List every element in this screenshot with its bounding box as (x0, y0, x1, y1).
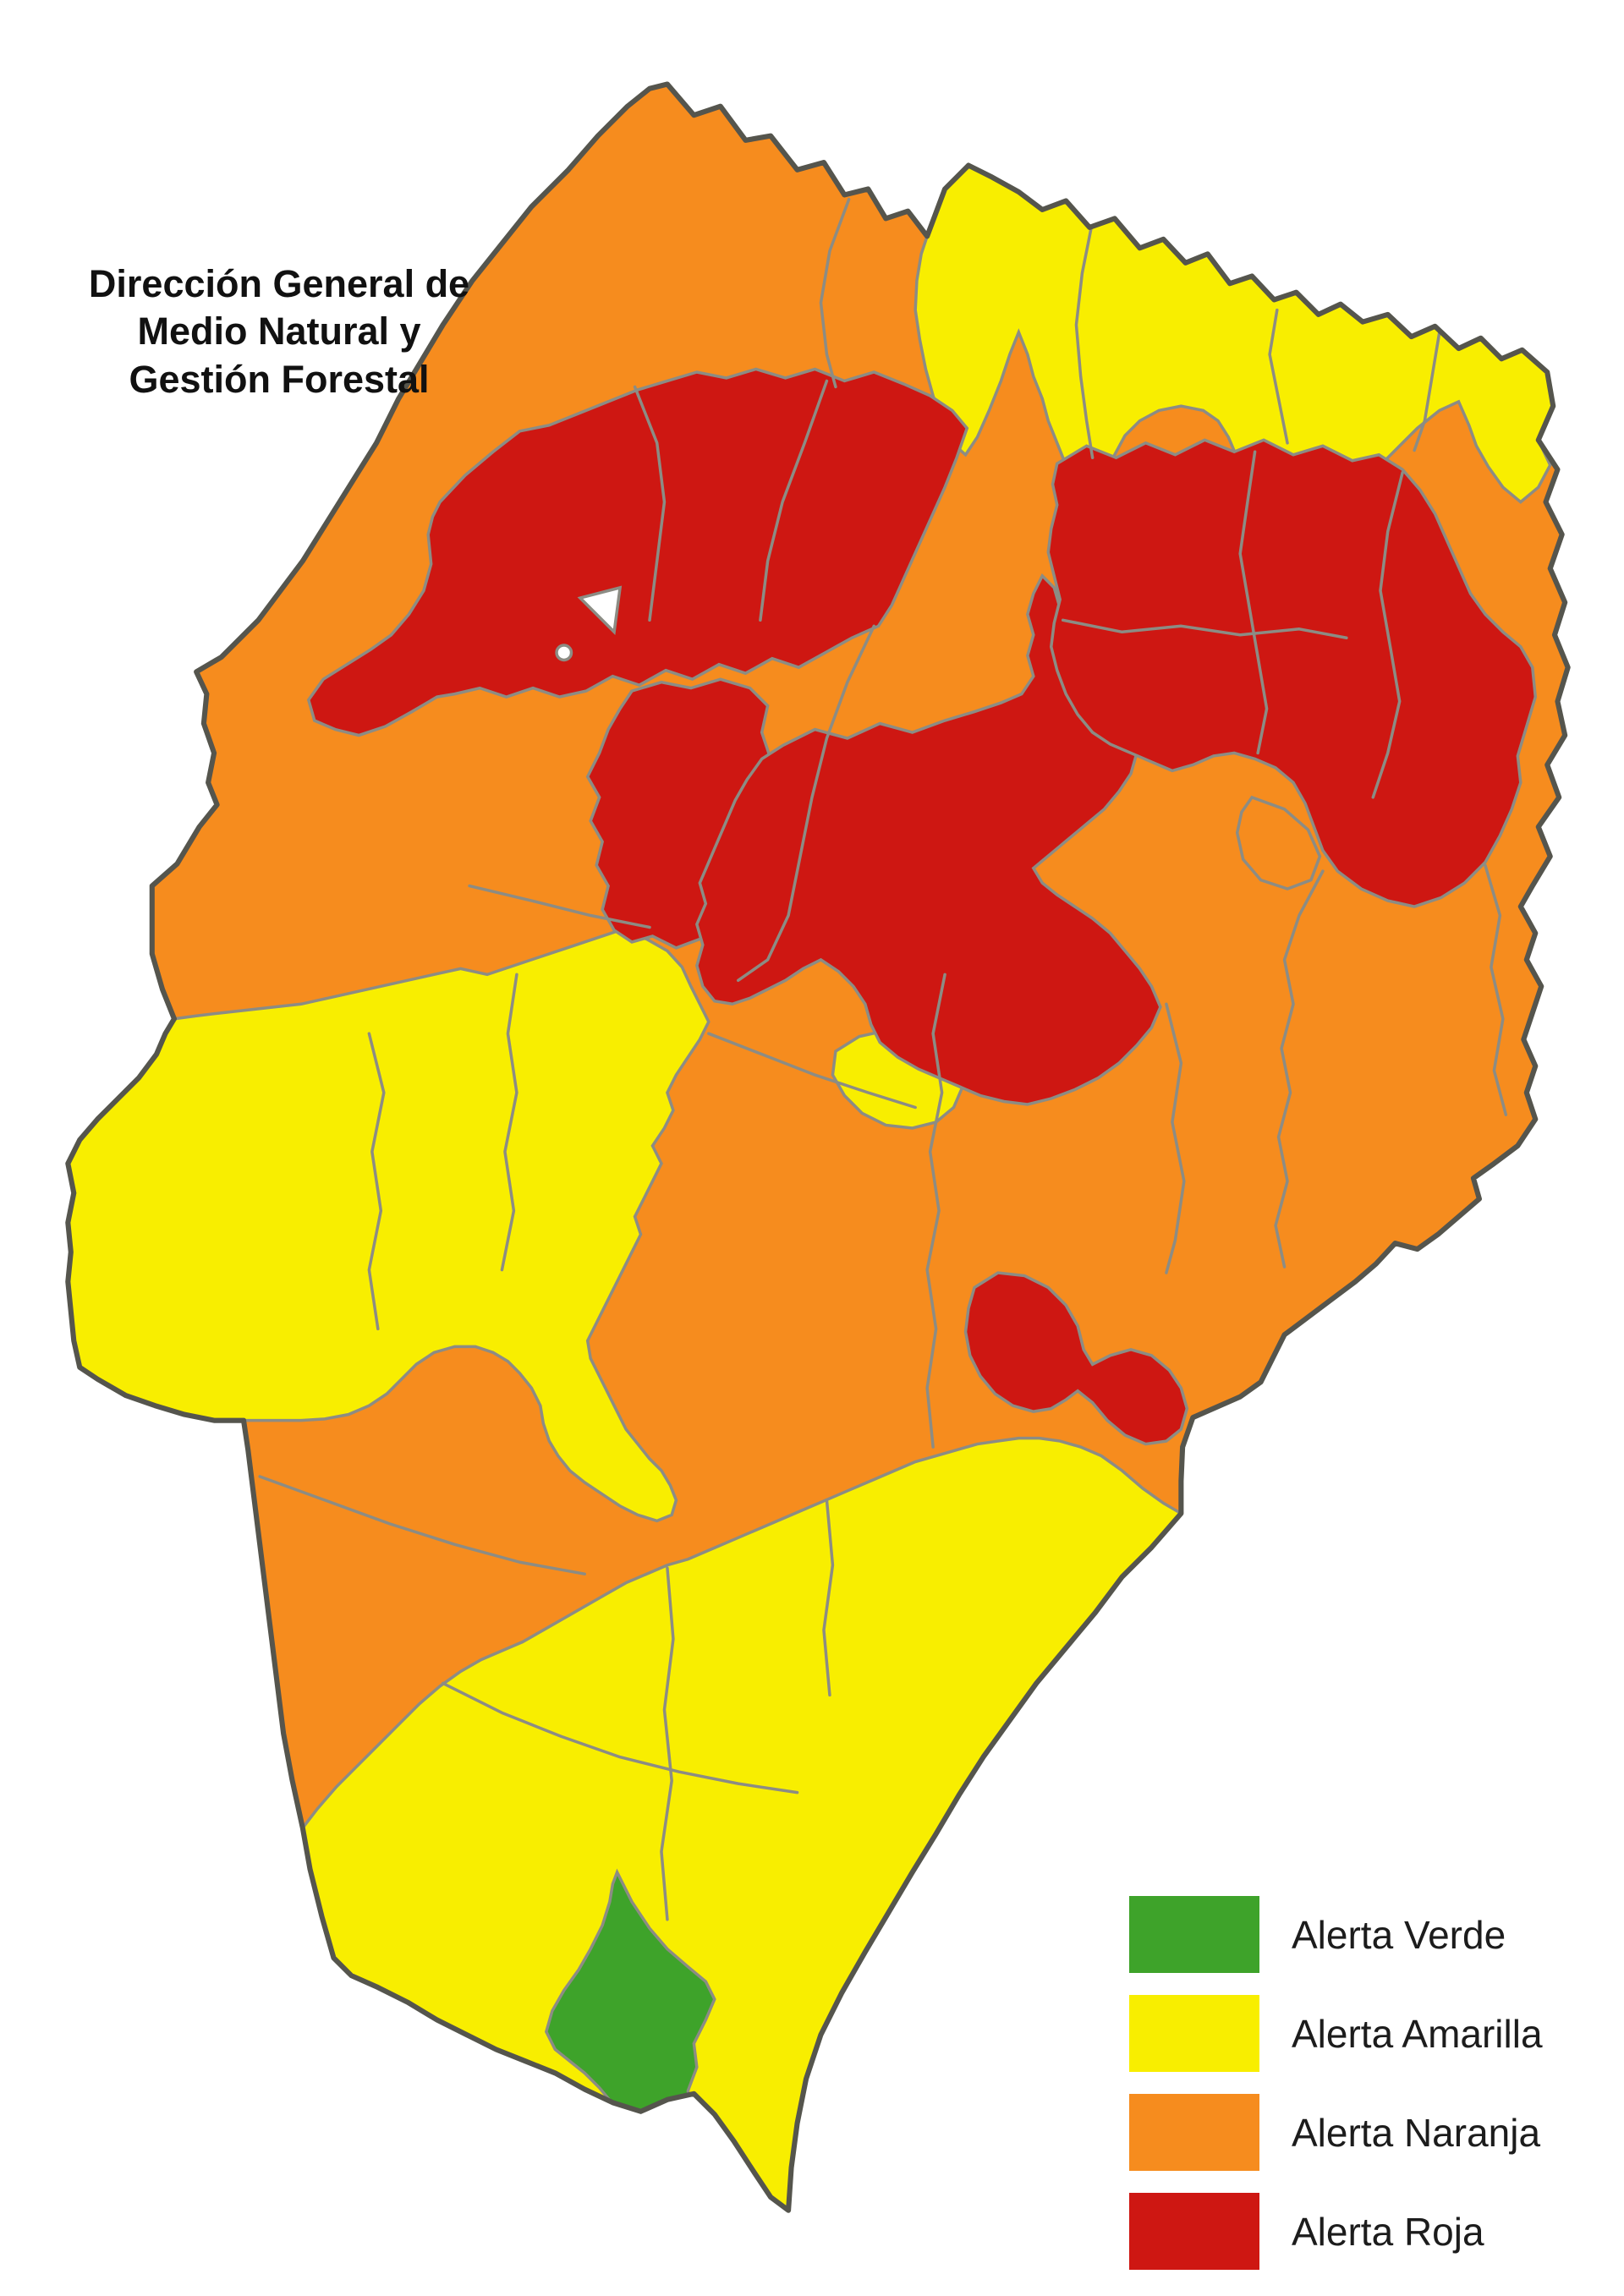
enclave-dot (555, 644, 573, 662)
legend-label-roja: Alerta Roja (1292, 2209, 1484, 2254)
region-roja-noroeste (306, 367, 969, 737)
page-title: Dirección General de Medio Natural y Ges… (51, 260, 508, 403)
title-line-1: Dirección General de (88, 262, 470, 305)
region-roja-sureste (963, 1271, 1189, 1446)
region-roja-noreste (1046, 438, 1538, 908)
legend-row-verde: Alerta Verde (1129, 1896, 1603, 1973)
legend-swatch-naranja (1129, 2094, 1259, 2171)
title-line-3: Gestión Forestal (129, 357, 430, 401)
legend-label-naranja: Alerta Naranja (1292, 2110, 1541, 2155)
legend-row-roja: Alerta Roja (1129, 2193, 1603, 2270)
enclave-triangle (577, 585, 623, 636)
legend-label-verde: Alerta Verde (1292, 1912, 1506, 1957)
comarca-borders (258, 197, 1508, 1921)
alert-legend: Alerta Verde Alerta Amarilla Alerta Nara… (1129, 1896, 1603, 2292)
legend-row-naranja: Alerta Naranja (1129, 2094, 1603, 2171)
legend-swatch-roja (1129, 2193, 1259, 2270)
region-naranja-cuna (1235, 795, 1322, 890)
legend-label-amarilla: Alerta Amarilla (1292, 2011, 1543, 2056)
legend-swatch-amarilla (1129, 1995, 1259, 2072)
legend-swatch-verde (1129, 1896, 1259, 1973)
region-roja-central (695, 573, 1162, 1106)
title-line-2: Medio Natural y (137, 310, 421, 353)
legend-row-amarilla: Alerta Amarilla (1129, 1995, 1603, 2072)
